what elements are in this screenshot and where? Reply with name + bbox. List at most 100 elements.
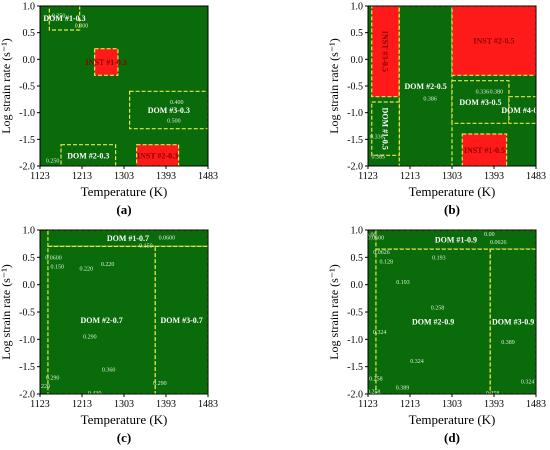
- region-box: [489, 248, 536, 394]
- region-label: DOM #2-0.7: [80, 316, 122, 325]
- x-tick-label: 1303: [442, 171, 462, 182]
- region-dom-2-0-5: DOM #2-0.5: [398, 6, 453, 166]
- y-axis-title: Log strain rate (s⁻¹): [0, 264, 13, 360]
- panel-caption: (b): [444, 202, 460, 217]
- contour-label: 0.128: [379, 260, 393, 266]
- contour-label: 0.389: [501, 340, 515, 346]
- region-dom-2-0-7: DOM #2-0.7: [47, 245, 156, 394]
- region-label: DOM #3-0.7: [161, 316, 203, 325]
- contour-label: 0.324: [373, 330, 387, 336]
- y-tick-label: 0.5: [23, 28, 36, 39]
- y-tick-label: -0.5: [347, 82, 363, 93]
- y-tick-label: 1.0: [23, 226, 36, 237]
- region-label: INST #2-0.3: [137, 151, 178, 160]
- contour-label: 0.0600: [159, 236, 176, 242]
- contour-label: 0.290: [83, 335, 97, 341]
- contour-label: 0.150: [139, 243, 153, 249]
- x-tick-label: 1393: [484, 171, 504, 182]
- region-box: [47, 245, 156, 394]
- x-tick-label: 1303: [114, 171, 134, 182]
- region-dom-1-0-3: DOM #1-0.3: [43, 6, 86, 31]
- y-tick-label: -1.5: [19, 135, 35, 146]
- region-dom-1-0-7: DOM #1-0.7: [47, 230, 208, 247]
- region-box: [375, 248, 491, 394]
- y-tick-label: 1.0: [351, 226, 364, 237]
- region-inst-2-0-5: INST #2-0.5: [451, 6, 536, 76]
- region-box: [129, 90, 208, 130]
- x-tick-label: 1213: [400, 171, 420, 182]
- y-tick-label: 0.5: [351, 28, 364, 39]
- region-label: DOM #3-0.5: [459, 98, 501, 107]
- y-tick-label: -1.0: [19, 335, 35, 346]
- y-tick-label: 0.0: [351, 280, 364, 291]
- region-box: [48, 6, 81, 31]
- region-label: DOM #2-0.3: [67, 151, 109, 160]
- y-tick-label: 0.0: [23, 55, 36, 66]
- panel-1: DOM #1-0.3 INST #1-0.3 DOM #3-0.3 DOM #2-0.…: [0, 2, 218, 218]
- contour-label: 0.258: [431, 306, 445, 312]
- x-tick-label: 1393: [156, 399, 176, 410]
- contour-label: 0.400: [170, 100, 184, 106]
- x-tick-label: 1483: [526, 171, 546, 182]
- contour-label: 0.250: [46, 159, 60, 165]
- contour-label: 0.0600: [45, 255, 62, 261]
- x-tick-label: 1123: [30, 171, 50, 182]
- region-dom-2-0-3: DOM #2-0.3: [60, 144, 117, 166]
- y-tick-label: 0.5: [23, 253, 36, 264]
- contour-label: 0.336: [370, 135, 384, 141]
- contour-label: 0.150: [51, 265, 65, 271]
- x-tick-label: 1393: [484, 399, 504, 410]
- region-dom-1-0-9: DOM #1-0.9: [375, 230, 536, 250]
- region-box: [60, 144, 117, 166]
- contour-label: 0.220: [79, 266, 93, 272]
- region-box: [371, 101, 400, 156]
- region-label: INST #2-0.5: [473, 37, 514, 46]
- x-tick-label: 1483: [526, 399, 546, 410]
- x-tick-label: 1393: [156, 171, 176, 182]
- contour-label: 0.430: [88, 391, 102, 397]
- region-label: DOM #3-0.9: [492, 318, 534, 327]
- y-tick-label: -2.0: [19, 390, 35, 401]
- panel-2: INST #3-0.5 DOM #2-0.5 INST #2-0.5 DOM #1-0…: [327, 2, 546, 218]
- contour-label: 0.324: [410, 359, 424, 365]
- contour-label: 0.386: [423, 96, 437, 102]
- y-tick-label: -1.0: [347, 108, 363, 119]
- contour-label: 0.389: [396, 385, 410, 391]
- contour-label: 0.220: [101, 262, 115, 268]
- panel-caption: (a): [116, 202, 131, 217]
- x-axis-title: Temperature (K): [409, 412, 496, 427]
- region-label: DOM #2-0.5: [405, 82, 447, 91]
- y-tick-label: -0.5: [19, 82, 35, 93]
- region-box: [461, 133, 508, 166]
- panel-caption: (c): [117, 430, 131, 445]
- contour-label: 0.258: [486, 391, 500, 397]
- x-tick-label: 1303: [442, 399, 462, 410]
- contour-label: 0.00: [484, 232, 495, 238]
- x-axis-title: Temperature (K): [81, 412, 168, 427]
- contour-label: 0.290: [46, 376, 60, 382]
- region-label: DOM #4-0.5: [501, 106, 543, 115]
- x-axis-title: Temperature (K): [81, 184, 168, 199]
- x-tick-label: 1123: [30, 399, 50, 410]
- region-dom-3-0-7: DOM #3-0.7: [154, 245, 208, 394]
- y-tick-label: 0.0: [351, 55, 364, 66]
- region-label: DOM #1-0.9: [435, 236, 477, 245]
- contour-label: 0.0626: [490, 240, 507, 246]
- y-tick-label: -1.5: [347, 362, 363, 373]
- region-label: DOM #3-0.3: [148, 106, 190, 115]
- region-dom-3-0-3: DOM #3-0.3: [129, 90, 208, 130]
- region-dom-1-0-5: DOM #1-0.5: [371, 101, 400, 156]
- x-tick-label: 1303: [114, 399, 134, 410]
- region-box: [154, 245, 208, 394]
- contour-label: 0.258: [369, 377, 383, 383]
- y-axis-title: Log strain rate (s⁻¹): [327, 264, 341, 360]
- contour-label: 0.0626: [373, 250, 390, 256]
- contour-label: 0.0600: [368, 236, 385, 242]
- region-inst-1-0-5: INST #1-0.5: [461, 133, 508, 166]
- region-box: [47, 230, 208, 247]
- contour-label: 0.193: [432, 255, 446, 261]
- region-box: [371, 6, 400, 98]
- region-box: [136, 144, 180, 166]
